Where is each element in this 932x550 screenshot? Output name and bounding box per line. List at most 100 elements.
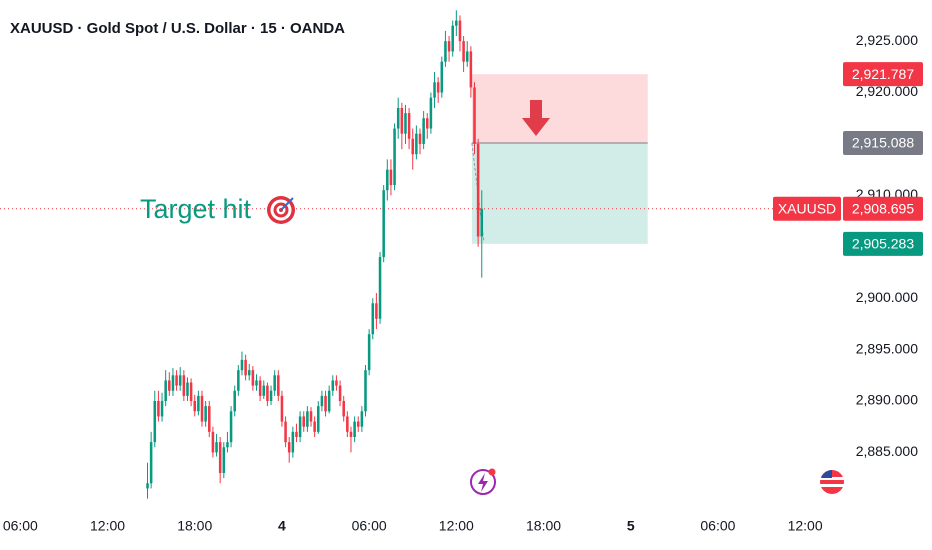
flag-stripe [820, 477, 844, 480]
candle-body [346, 416, 349, 432]
candle-body [415, 133, 418, 155]
candle-body [422, 118, 425, 144]
candle-body [320, 395, 324, 407]
candle-body [233, 390, 236, 412]
candle-body [208, 406, 211, 432]
candle-body [186, 382, 189, 396]
candle-body [353, 421, 356, 437]
candle-body [473, 87, 476, 144]
candle-body [157, 401, 160, 417]
candle-body [244, 359, 247, 376]
price-label: 2,915.088 [852, 135, 914, 151]
candle-body [215, 442, 218, 453]
candle-body [266, 385, 269, 402]
candle-body [189, 382, 193, 402]
candle-body [200, 395, 204, 422]
candle-body [425, 118, 429, 129]
chart-title: XAUUSD · Gold Spot / U.S. Dollar · 15 · … [10, 20, 345, 37]
candle-body [306, 411, 309, 427]
candle-body [160, 401, 164, 417]
candle-body [404, 113, 407, 134]
candle-body [178, 375, 182, 386]
x-tick-label: 4 [278, 518, 286, 534]
candle-body [240, 359, 244, 371]
candle-body [367, 334, 371, 371]
candle-body [218, 442, 222, 473]
candle-body [411, 138, 415, 155]
candle-body [197, 395, 200, 412]
candle-body [258, 380, 262, 396]
candle-body [164, 380, 167, 402]
candle-body [400, 107, 404, 134]
candle-body [393, 128, 396, 186]
price-label: 2,908.695 [852, 200, 914, 216]
symbol-label: XAUUSD [778, 200, 836, 216]
target-dart [280, 197, 294, 211]
y-tick-label: 2,885.000 [856, 443, 918, 459]
x-tick-label: 18:00 [177, 518, 212, 534]
candle-body [386, 169, 389, 191]
candle-body [418, 133, 422, 144]
symbol-label-box [773, 196, 841, 221]
x-tick-label: 06:00 [700, 518, 735, 534]
sell-arrow [522, 100, 550, 136]
candle-body [331, 380, 335, 391]
candle-body [455, 20, 458, 26]
candle-body [182, 375, 186, 396]
stop-zone [471, 74, 648, 144]
candle-body [149, 442, 153, 484]
candle-body [338, 385, 342, 402]
candle-body [480, 208, 484, 237]
x-tick-label: 12:00 [439, 518, 474, 534]
candle-body [429, 97, 433, 129]
candle-body [284, 421, 287, 443]
x-tick-label: 06:00 [3, 518, 38, 534]
price-label-box [843, 62, 923, 87]
candle-body [458, 20, 462, 42]
candle-body [298, 416, 302, 437]
candle-body [378, 257, 382, 319]
candle-body [175, 375, 178, 386]
candle-body [262, 385, 266, 396]
candle-body [476, 143, 480, 237]
candle-body [360, 411, 364, 427]
candle-body [277, 375, 280, 396]
candle-body [313, 421, 316, 432]
target-zone [471, 143, 648, 244]
candle-body [287, 442, 291, 453]
candle-body [247, 370, 251, 376]
flag-canton [821, 470, 832, 478]
candle-body [324, 395, 327, 412]
flag-stripe [820, 484, 844, 487]
candle-body [382, 190, 385, 258]
candle-body [316, 406, 320, 432]
x-tick-label: 12:00 [90, 518, 125, 534]
candle-body [389, 169, 393, 186]
candle-body [309, 411, 313, 422]
candle-body [469, 51, 473, 88]
candle-body [447, 41, 451, 52]
x-tick-label: 06:00 [352, 518, 387, 534]
event-dot [488, 468, 496, 476]
candle-body [462, 41, 465, 62]
candle-body [396, 107, 400, 129]
candle-body [273, 375, 276, 391]
y-tick-label: 2,900.000 [856, 289, 918, 305]
candle-body [295, 431, 298, 437]
candle-body [255, 380, 258, 386]
candle-body [436, 82, 440, 93]
y-tick-label: 2,925.000 [856, 32, 918, 48]
price-label-box [843, 131, 923, 156]
candle-body [193, 401, 197, 412]
candle-body [222, 447, 226, 473]
event-bolt [478, 473, 488, 492]
price-label-box [843, 196, 923, 221]
candle-body [237, 370, 240, 391]
candle-body [269, 390, 273, 402]
candle-body [349, 431, 353, 437]
price-label: 2,921.787 [852, 66, 914, 82]
candle-body [335, 380, 338, 386]
candle-body [371, 303, 375, 335]
x-tick-label: 12:00 [788, 518, 823, 534]
